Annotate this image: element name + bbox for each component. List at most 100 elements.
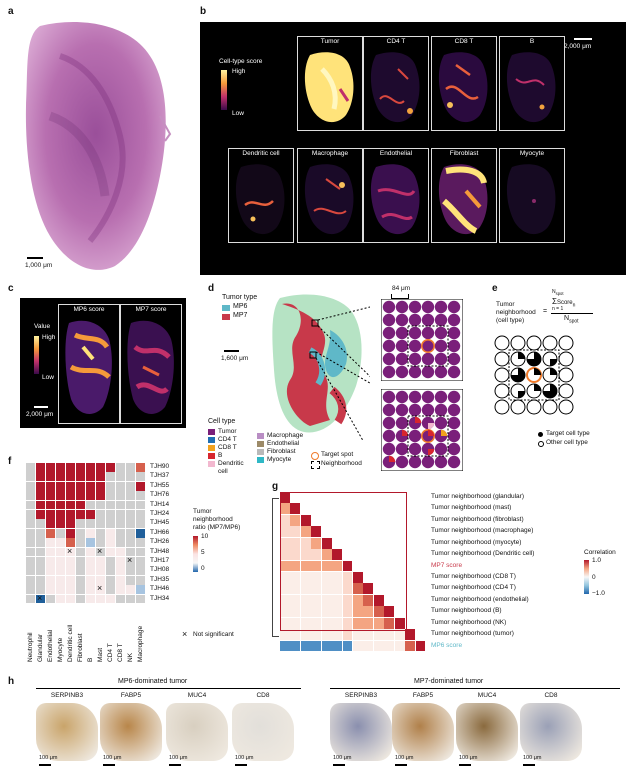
heatmap-f-cell: [76, 491, 86, 500]
panel-c-legend-title: Value: [34, 323, 51, 330]
tile-title: B: [529, 38, 535, 45]
legend-label-neighborhood: Neighborhood: [321, 460, 362, 467]
not-significant-mark: ×: [97, 583, 103, 594]
ihc-scalebar: [235, 764, 247, 766]
heatmap-f-col-label: Macrophage: [137, 625, 144, 662]
heatmap-f-cell: [106, 575, 116, 585]
scalebar-c: [34, 406, 48, 408]
heatmap-g-cell: [353, 583, 363, 595]
heatmap-g-cell: [342, 583, 353, 595]
legend-tick-5: 5: [201, 549, 205, 556]
heatmap-f-cell: [56, 472, 66, 482]
heatmap-f-cell: [56, 481, 66, 491]
heatmap-g-cell: [321, 594, 332, 606]
not-significant-label: Not significant: [193, 631, 234, 638]
heatmap-f-cell: [116, 500, 126, 510]
heatmap-f-cell: [46, 585, 56, 594]
heatmap-f-cell: [116, 547, 126, 557]
legend-label-myocyte: Myocyte: [267, 456, 292, 463]
heatmap-f-cell: [96, 594, 106, 604]
legend-label-b: B: [218, 452, 223, 459]
panel-label-d: d: [208, 283, 215, 294]
heatmap-f-col-label: Neutrophil: [27, 632, 34, 662]
formula-equals: =: [543, 308, 548, 315]
formula-index: n = 1: [552, 306, 564, 312]
ihc-scalebar-label: 100 μm: [459, 755, 478, 761]
heatmap-g-cell: [290, 560, 301, 572]
tile-mp6: MP6 score: [58, 304, 120, 424]
heatmap-f-cell: [126, 575, 136, 585]
panel-b-legend-title: Cell-type score: [219, 58, 263, 65]
heatmap-g-cell: [311, 606, 322, 618]
he-stain-image: [25, 21, 172, 270]
heatmap-f-cell: [106, 538, 116, 547]
heatmap-f-cell: [86, 519, 96, 529]
heatmap-f-cell: [66, 463, 76, 472]
heatmap-g-cell: [353, 594, 363, 606]
heatmap-f-cell: [76, 594, 86, 604]
heatmap-f-cell: [136, 538, 146, 547]
legend-tick-zero: 0: [592, 574, 596, 581]
heatmap-f-cell: [76, 519, 86, 529]
heatmap-f-cell: [136, 575, 146, 585]
legend-label-target-cell: Target cell type: [546, 430, 590, 437]
heatmap-g-row-label: MP6 score: [431, 641, 463, 649]
heatmap-f-cell: [56, 575, 66, 585]
tile-title: Macrophage: [311, 150, 349, 157]
heatmap-g-cell: [384, 606, 395, 618]
formula-denominator: Nspot: [564, 315, 579, 324]
ihc-image: [456, 703, 518, 761]
heatmap-f-col-label: Endothelial: [47, 629, 54, 662]
heatmap-g-cell: [321, 629, 332, 641]
scalebar-a: [27, 257, 43, 259]
heatmap-g-cell: [342, 640, 353, 652]
heatmap-f-cell: [136, 481, 146, 491]
heatmap-g-cell: [300, 640, 311, 652]
heatmap-f-cell: [86, 566, 96, 576]
heatmap-f-col-label: Mast: [97, 647, 104, 662]
heatmap-f-cell: [66, 538, 76, 547]
zoom-grid-top: [381, 299, 463, 381]
heatmap-f-cell: [76, 538, 86, 547]
heatmap-f-cell: [66, 481, 76, 491]
scalebar-d-label: 1,600 μm: [221, 355, 249, 362]
heatmap-f-cell: [126, 528, 136, 538]
heatmap-f-cell: [26, 463, 36, 472]
heatmap-f-cell: [66, 585, 76, 594]
legend-tick-neg: −1.0: [592, 590, 605, 597]
heatmap-f-cell: [86, 481, 96, 491]
heatmap-f-cell: [116, 575, 126, 585]
heatmap-g-cell: [373, 640, 384, 652]
heatmap-g-cell: [290, 572, 301, 583]
tile-myocyte: Myocyte: [499, 148, 565, 243]
heatmap-g-cell: [280, 629, 290, 641]
tile-dendritic: Dendritic cell: [228, 148, 294, 243]
heatmap-f-cell: [86, 547, 96, 557]
heatmap-f-cell: [26, 472, 36, 482]
panel-b-legend-low: Low: [232, 110, 244, 117]
heatmap-f-cell: [86, 594, 96, 604]
ihc-scalebar-label: 100 μm: [395, 755, 414, 761]
heatmap-g-cell: [373, 606, 384, 618]
heatmap-f-cell: [66, 491, 76, 500]
heatmap-f-row-label: TJH14: [150, 500, 170, 508]
heatmap-g-cell: [280, 560, 290, 572]
heatmap-f-cell: [26, 491, 36, 500]
heatmap-f-cell: [116, 585, 126, 594]
panel-g-legend-title: Correlation: [584, 549, 616, 556]
heatmap-g-cell: [290, 606, 301, 618]
heatmap-f-cell: [66, 566, 76, 576]
heatmap-f-row-label: TJH46: [150, 585, 170, 593]
heatmap-g-cell: [321, 537, 332, 549]
panel-label-e: e: [492, 283, 498, 294]
formula-sigma: Σ: [552, 297, 557, 306]
legend-tick-0: 0: [201, 565, 205, 572]
heatmap-g-cell: [363, 617, 374, 629]
legend-label-cd8t: CD8 T: [218, 444, 237, 451]
heatmap-f-cell: [86, 557, 96, 566]
heatmap-f-cell: [56, 491, 66, 500]
heatmap-g-cell: [332, 594, 343, 606]
formula-den-sub: spot: [569, 318, 579, 325]
tile-title: MP7 score: [135, 306, 167, 313]
heatmap-f-cell: [106, 472, 116, 482]
